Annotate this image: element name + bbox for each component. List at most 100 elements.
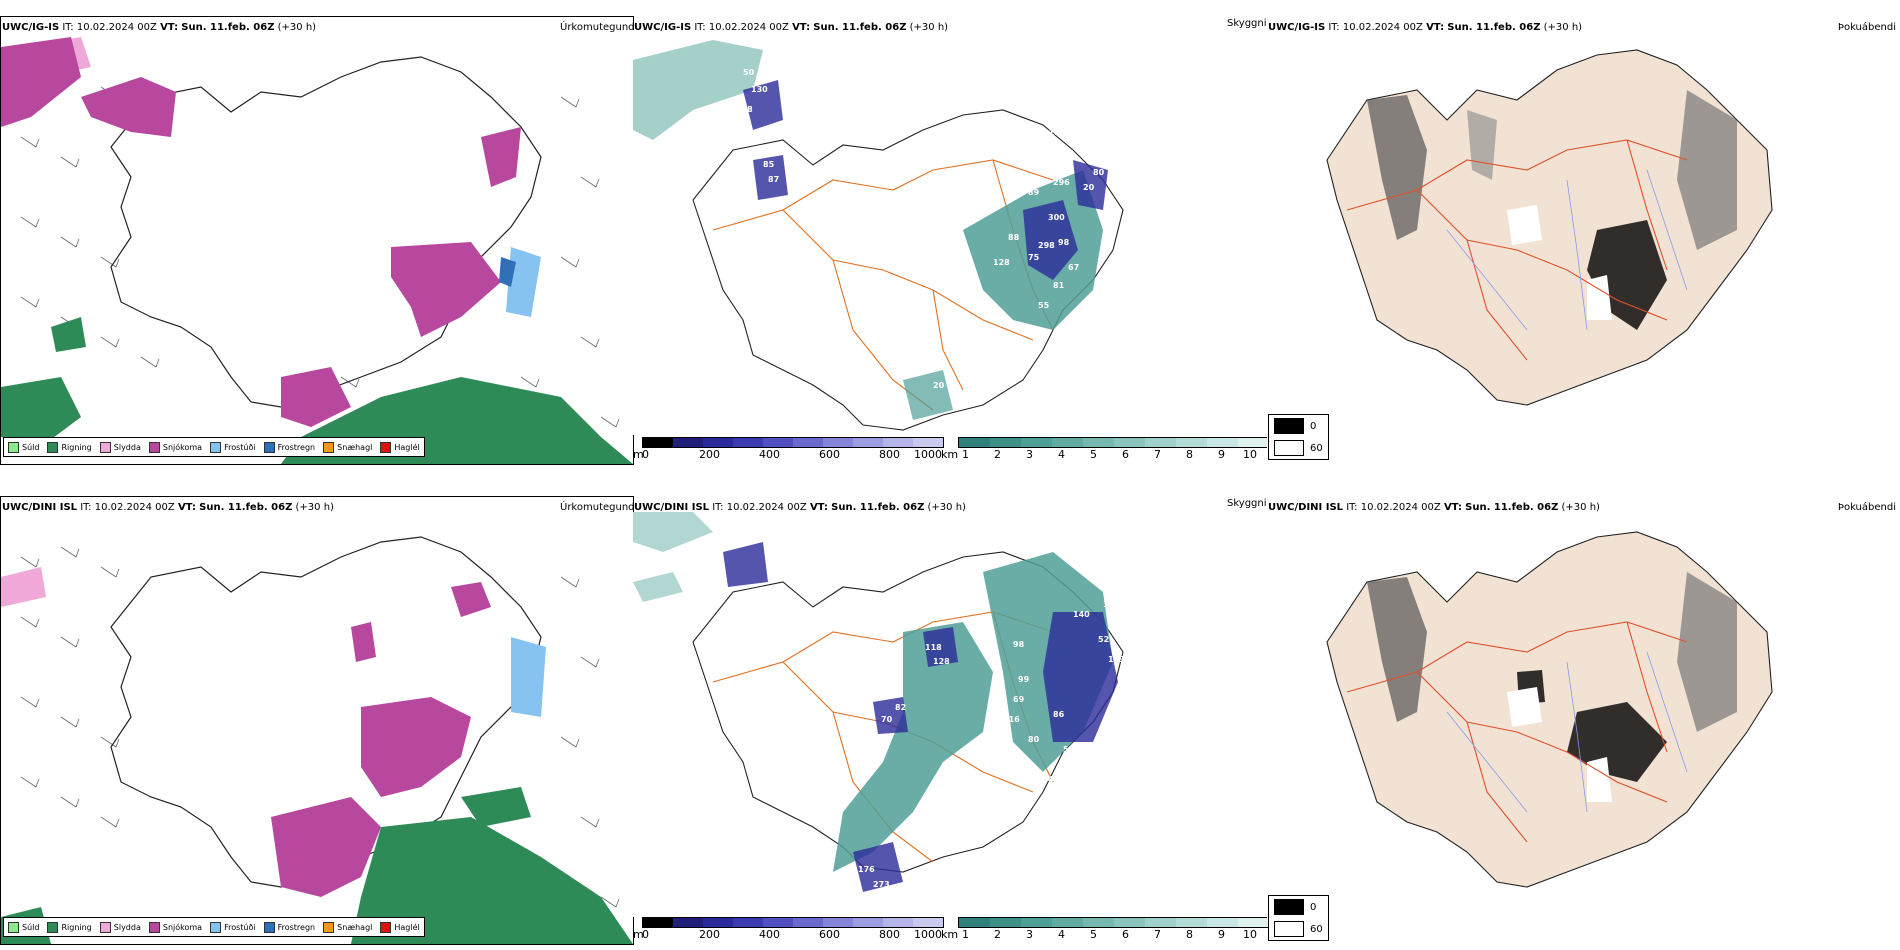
- vis-colorbar-km-swatch: [1021, 918, 1052, 927]
- vis-colorbar-m-swatch: [703, 438, 733, 447]
- vis-colorbar-m-bottom: [642, 917, 944, 928]
- legend-swatch-drizzle: [8, 441, 19, 453]
- svg-text:86: 86: [1053, 710, 1065, 719]
- visibility-map-top: 50 130 438 85 87 118 16 100 90 111 56 80…: [633, 40, 1124, 431]
- fog-legend-bottom: 0 60: [1268, 895, 1329, 941]
- legend-item: Rigning: [47, 921, 92, 933]
- visibility-panel-top: 50 130 438 85 87 118 16 100 90 111 56 80…: [633, 30, 1266, 435]
- rivers: [1446, 169, 1688, 331]
- svg-text:438: 438: [736, 105, 753, 114]
- vis-colorbar-km-swatch: [1052, 438, 1083, 447]
- legend-item: Frostúði: [210, 441, 256, 453]
- vis-colorbar-m-swatch: [733, 918, 763, 927]
- legend-item: Snjókoma: [148, 441, 202, 453]
- vis-colorbar-km-swatch: [1176, 438, 1207, 447]
- svg-text:130: 130: [751, 85, 768, 94]
- fog-panel-top: [1267, 30, 1900, 465]
- fog-legend-value: 0: [1310, 420, 1317, 432]
- legend-item: Snæhagl: [323, 441, 372, 453]
- svg-text:69: 69: [1013, 695, 1025, 704]
- vis-colorbar-m-swatch: [913, 918, 943, 927]
- fog-panel-header-bottom: UWC/DINI ISL IT: 10.02.2024 00Z VT: Sun.…: [1268, 502, 1600, 513]
- legend-swatch-sleet: [99, 921, 111, 933]
- svg-text:296: 296: [1053, 178, 1070, 187]
- vis-colorbar-km-swatch: [1238, 918, 1269, 927]
- fog-panel-header-top: UWC/IG-IS IT: 10.02.2024 00Z VT: Sun. 11…: [1268, 22, 1583, 33]
- vis-colorbar-km-swatch: [959, 918, 990, 927]
- vis-colorbar-km-swatch: [1176, 918, 1207, 927]
- vis-colorbar-m-swatch: [793, 918, 823, 927]
- vis-scale-labels-top: m 0 200 400 600 800 1000 km 1 2 3 4 5 6 …: [633, 448, 1257, 461]
- svg-text:103: 103: [1103, 600, 1120, 609]
- legend-label: Rigning: [61, 922, 92, 932]
- vis-colorbar-km-swatch: [1114, 918, 1145, 927]
- legend-label: Frostúði: [224, 442, 256, 452]
- vis-colorbar-km-swatch: [1083, 918, 1114, 927]
- iceland-outline: [110, 536, 542, 888]
- legend-item: Haglél: [380, 921, 420, 933]
- legend-label: Haglél: [394, 922, 420, 932]
- vis-colorbar-km-bottom: [958, 917, 1270, 928]
- precip-title-bottom: Úrkomutegund: [560, 502, 635, 513]
- visibility-map-bottom: 15 140 103 118 128 98 99 69 116 242 80 8…: [633, 512, 1125, 909]
- svg-text:298: 298: [1038, 241, 1055, 250]
- svg-text:85: 85: [763, 160, 775, 169]
- vis-colorbar-m-swatch: [793, 438, 823, 447]
- legend-item: Súld: [8, 441, 40, 453]
- vis-colorbar-m-top: [642, 437, 944, 448]
- svg-text:75: 75: [1028, 253, 1040, 262]
- svg-text:273: 273: [873, 880, 890, 889]
- vis-colorbar-m-swatch: [913, 438, 943, 447]
- legend-label: Súld: [22, 442, 40, 452]
- vis-colorbar-km-swatch: [990, 438, 1021, 447]
- precip-legend-top: Súld Rigning Slydda Snjókoma Frostúði Fr…: [3, 437, 425, 457]
- vis-colorbar-m-swatch: [703, 918, 733, 927]
- svg-text:98: 98: [1058, 238, 1070, 247]
- fog-legend-swatch-black: [1274, 418, 1304, 434]
- vis-colorbar-km-swatch: [959, 438, 990, 447]
- fog-legend-swatch-black: [1274, 899, 1304, 915]
- legend-swatch-snow-pellets: [323, 921, 335, 933]
- legend-label: Frostúði: [224, 922, 256, 932]
- svg-text:242: 242: [993, 735, 1010, 744]
- legend-item: Rigning: [47, 441, 92, 453]
- vis-colorbar-km-swatch: [1207, 918, 1238, 927]
- svg-text:82: 82: [895, 703, 906, 712]
- fog-panel-bottom: [1267, 512, 1900, 922]
- legend-label: Frostregn: [277, 922, 316, 932]
- iceland-land: [1326, 531, 1773, 888]
- fog-legend-value: 60: [1310, 923, 1323, 935]
- vis-colorbar-km-swatch: [1114, 438, 1145, 447]
- svg-text:116: 116: [1003, 715, 1020, 724]
- precip-type-panel-bottom: Súld Rigning Slydda Snjókoma Frostúði Fr…: [0, 496, 634, 945]
- vis-colorbar-km-swatch: [1207, 438, 1238, 447]
- svg-text:81: 81: [1053, 281, 1065, 290]
- svg-text:20: 20: [933, 381, 945, 390]
- legend-swatch-rain: [47, 921, 59, 933]
- vis-colorbar-m-swatch: [883, 918, 913, 927]
- svg-text:87: 87: [768, 175, 779, 184]
- legend-swatch-freezing-rain: [263, 921, 275, 933]
- vis-scale-labels-bottom: m 0 200 400 600 800 1000 km 1 2 3 4 5 6 …: [633, 928, 1257, 941]
- vis-colorbar-m-swatch: [853, 438, 883, 447]
- svg-text:20: 20: [1083, 183, 1095, 192]
- precip-type-map-top: [1, 37, 633, 464]
- vis-colorbar-m-swatch: [763, 438, 793, 447]
- vis-colorbar-km-top: [958, 437, 1270, 448]
- svg-text:128: 128: [933, 657, 950, 666]
- legend-swatch-snow: [148, 921, 160, 933]
- svg-text:52: 52: [1098, 635, 1109, 644]
- rivers: [1446, 651, 1688, 813]
- legend-label: Haglél: [394, 442, 420, 452]
- fog-legend-value: 60: [1310, 442, 1323, 454]
- vis-colorbar-m-swatch: [763, 918, 793, 927]
- svg-text:118: 118: [925, 643, 942, 652]
- legend-label: Slydda: [113, 442, 141, 452]
- fog-map-bottom: [1326, 531, 1773, 888]
- legend-swatch-sleet: [99, 441, 111, 453]
- legend-swatch-snow: [148, 441, 160, 453]
- precip-legend-bottom: Súld Rigning Slydda Snjókoma Frostúði Fr…: [3, 917, 425, 937]
- legend-label: Súld: [22, 922, 40, 932]
- svg-text:89: 89: [1028, 188, 1040, 197]
- vis-labels-top: 50 130 438 85 87 118 16 100 90 111 56 80…: [736, 68, 1105, 390]
